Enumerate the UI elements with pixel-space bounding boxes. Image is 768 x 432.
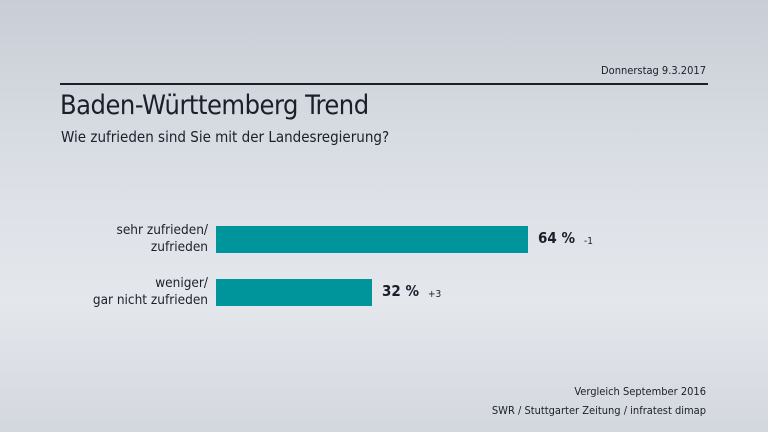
change-label: -1 — [584, 236, 593, 247]
value-label: 64 % — [538, 229, 575, 247]
category-label: sehr zufrieden/zufrieden — [8, 222, 208, 256]
comparison-note: Vergleich September 2016 — [574, 385, 706, 398]
value-label: 32 % — [382, 282, 419, 300]
category-label: weniger/gar nicht zufrieden — [8, 275, 208, 309]
header-divider — [60, 83, 708, 85]
bar — [216, 279, 372, 306]
source-note: SWR / Stuttgarter Zeitung / infratest di… — [491, 404, 706, 417]
category-label-line: gar nicht zufrieden — [92, 292, 208, 308]
chart-title: Baden-Württemberg Trend — [60, 90, 369, 121]
date-label: Donnerstag 9.3.2017 — [601, 64, 706, 77]
category-label-line: weniger/ — [155, 275, 208, 291]
change-label: +3 — [428, 289, 442, 300]
bar — [216, 226, 528, 253]
chart-subtitle: Wie zufrieden sind Sie mit der Landesreg… — [61, 128, 390, 146]
category-label-line: zufrieden — [150, 239, 208, 255]
category-label-line: sehr zufrieden/ — [116, 222, 208, 238]
